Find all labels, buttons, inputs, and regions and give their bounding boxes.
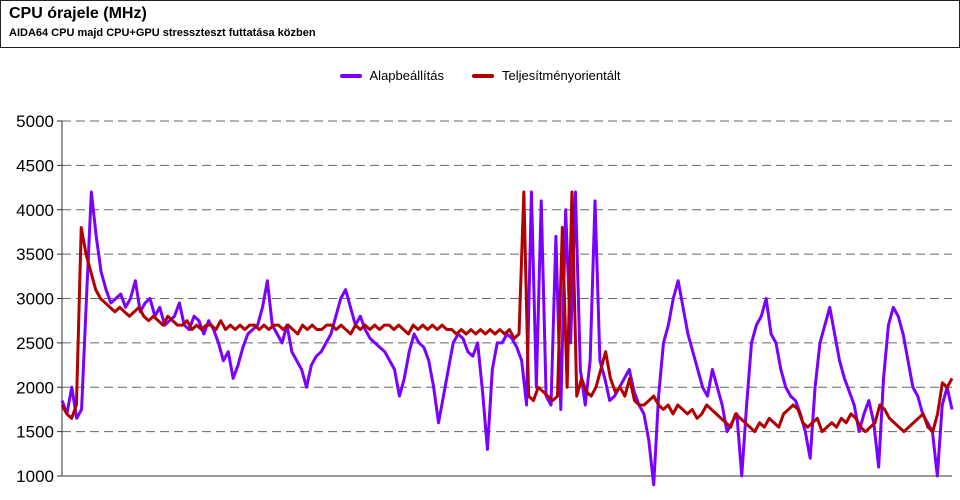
series-line-alapbeallitas: [60, 190, 954, 487]
chart-subtitle: AIDA64 CPU majd CPU+GPU stresszteszt fut…: [9, 27, 316, 39]
chart-title: CPU órajele (MHz): [9, 5, 147, 22]
legend-swatch-purple: [339, 73, 362, 78]
legend-item-alapbeallitas: Alapbeállítás: [339, 68, 444, 83]
y-tick-label-3000: 3000: [16, 290, 54, 309]
chart-legend: Alapbeállítás Teljesítményorientált: [0, 68, 960, 83]
y-tick-label-4500: 4500: [16, 156, 54, 175]
y-tick-label-3500: 3500: [16, 245, 54, 264]
y-tick-label-1000: 1000: [16, 467, 54, 486]
legend-item-teljesitmeny: Teljesítményorientált: [471, 68, 621, 83]
legend-label-teljesitmeny: Teljesítményorientált: [501, 68, 621, 83]
chart-header: CPU órajele (MHz) AIDA64 CPU majd CPU+GP…: [0, 0, 960, 48]
legend-swatch-red: [471, 73, 494, 78]
series-line-teljesitmenyorientalt: [60, 190, 954, 434]
y-tick-label-2000: 2000: [16, 378, 54, 397]
y-tick-label-4000: 4000: [16, 201, 54, 220]
legend-label-alapbeallitas: Alapbeállítás: [369, 68, 444, 83]
y-tick-label-2500: 2500: [16, 334, 54, 353]
y-tick-label-1500: 1500: [16, 423, 54, 442]
y-tick-label-5000: 5000: [16, 112, 54, 131]
